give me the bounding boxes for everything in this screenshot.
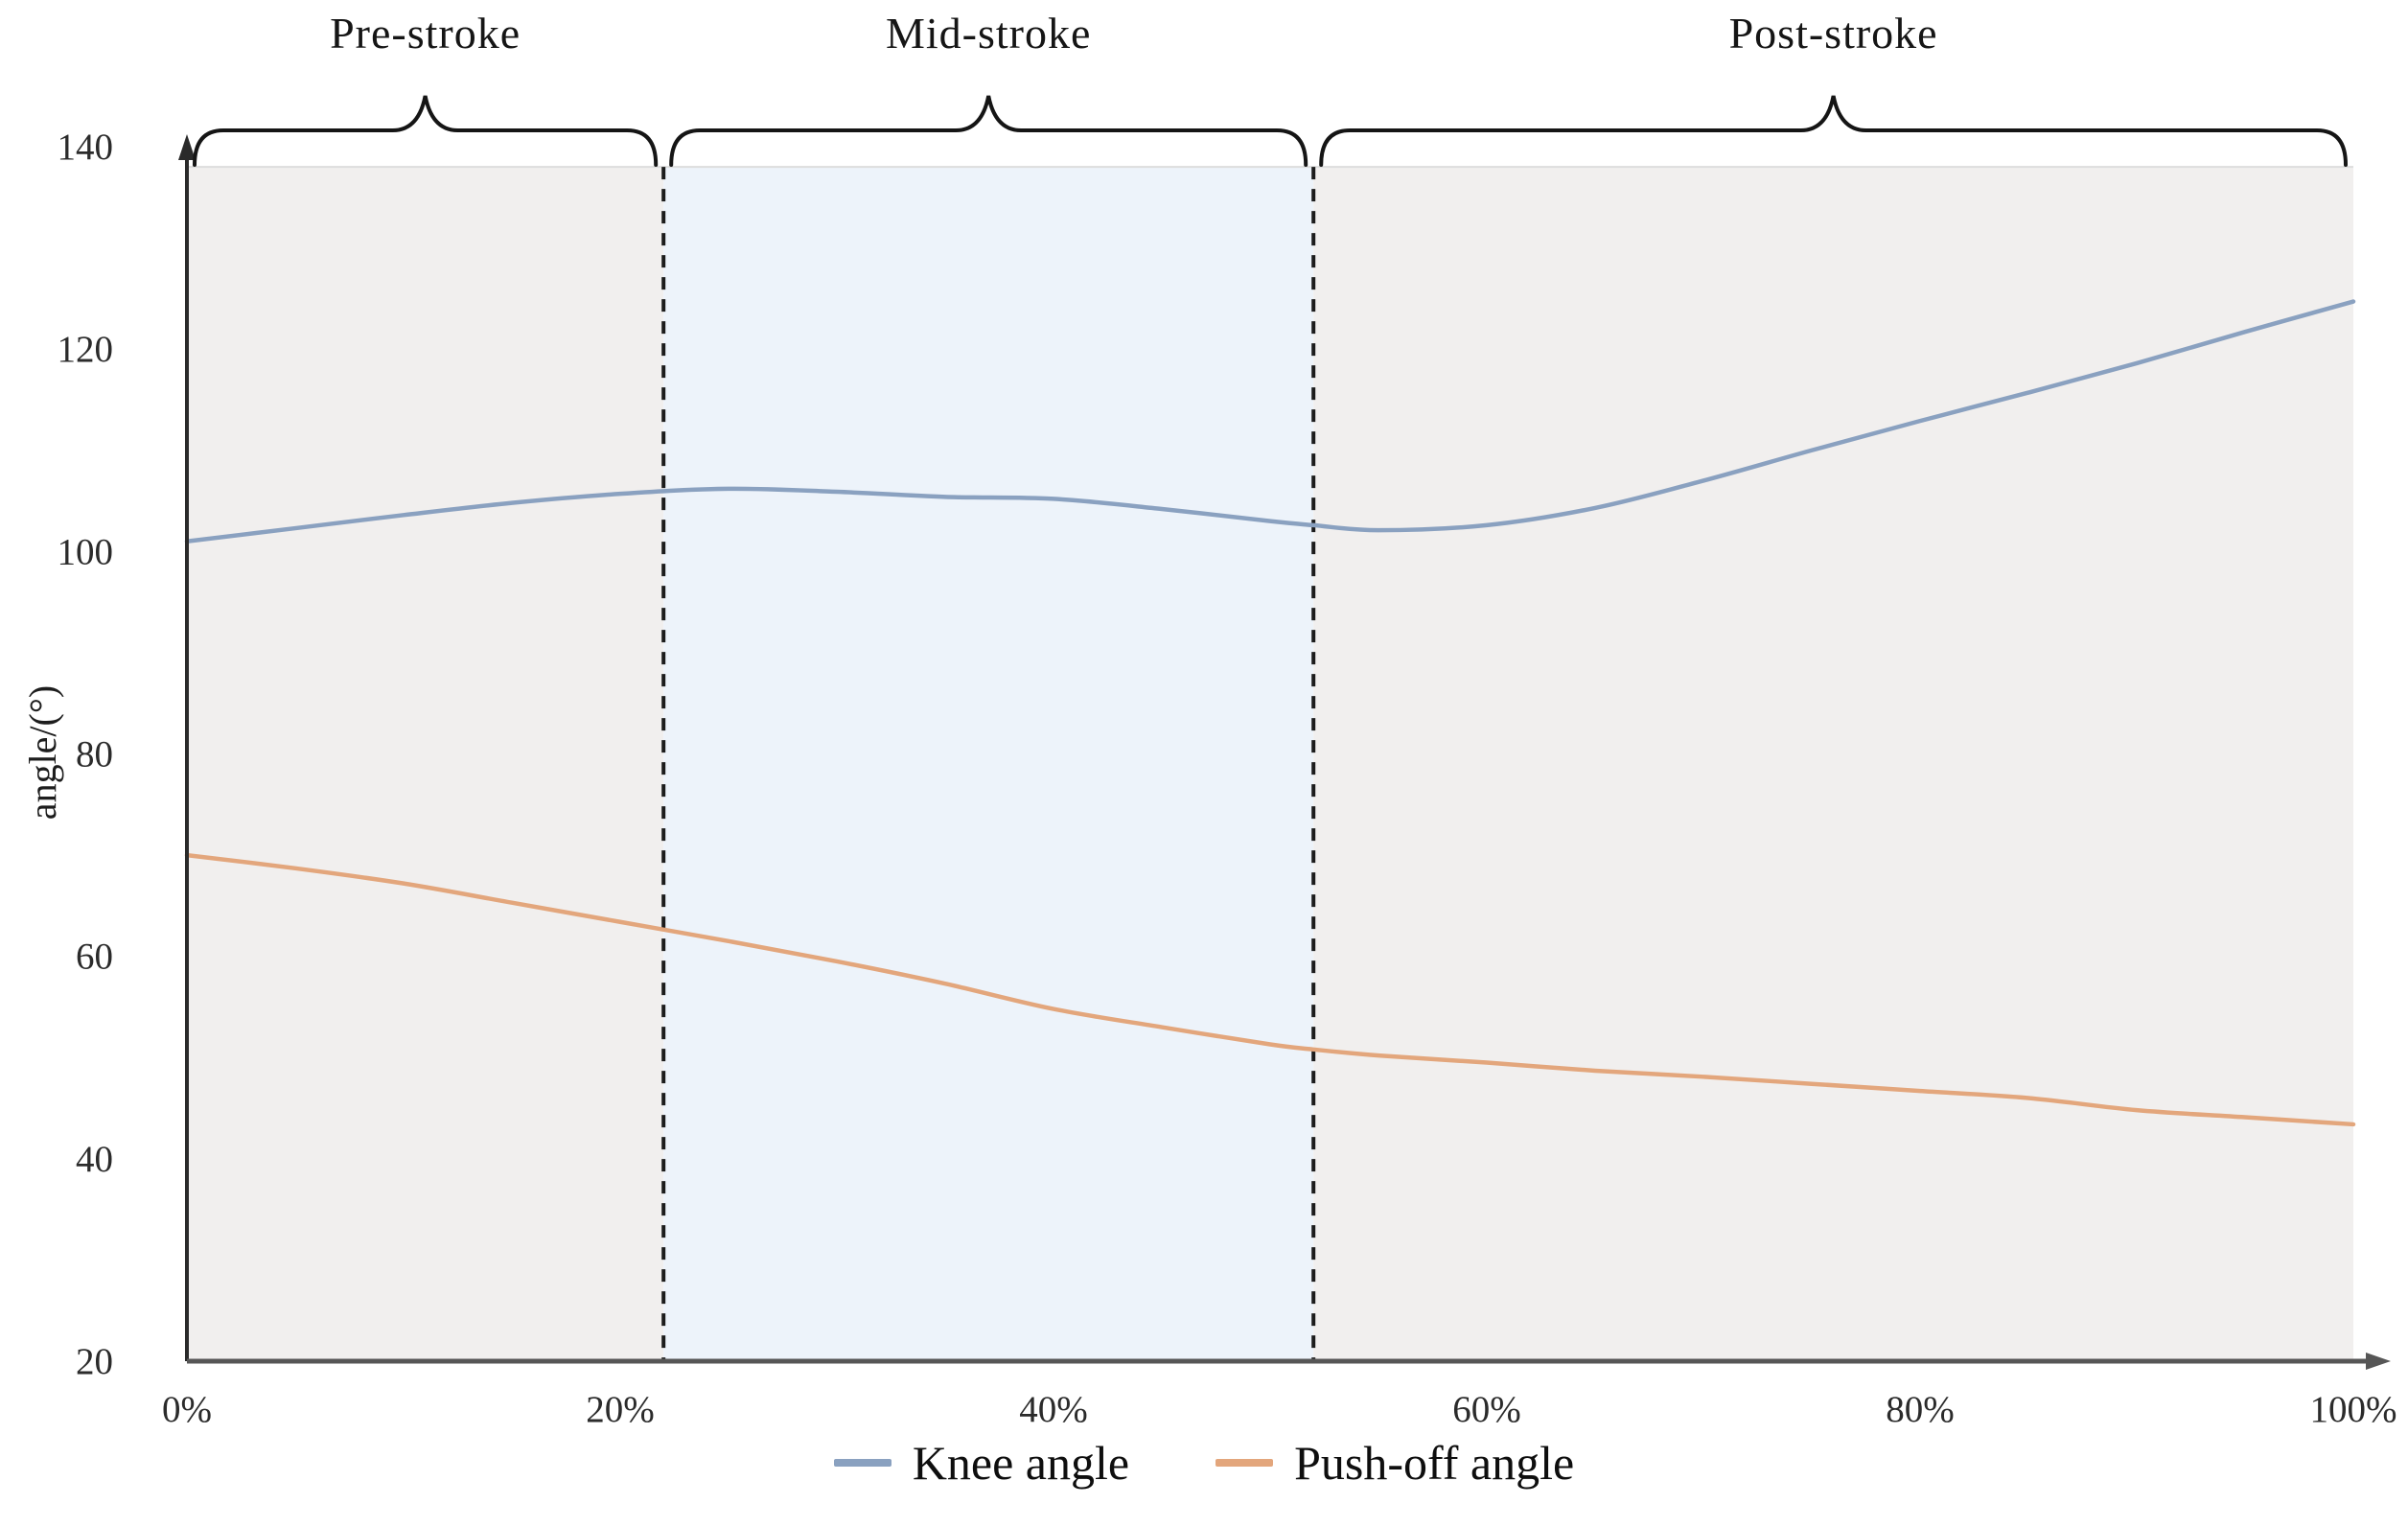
x-tick-label: 40% (1019, 1389, 1088, 1430)
y-axis-title: angle/(°) (21, 684, 64, 821)
y-axis-arrow (178, 134, 196, 160)
phase-label-pre-stroke: Pre-stroke (330, 9, 521, 58)
phase-dividers-group (661, 167, 1316, 1361)
phase-label-mid-stroke: Mid-stroke (885, 9, 1092, 58)
phase-band (1313, 167, 2353, 1361)
series-lines-group (184, 299, 2356, 1127)
x-tick-label: 80% (1886, 1389, 1955, 1430)
y-tick-label: 40 (76, 1139, 113, 1180)
phase-band (663, 167, 1314, 1361)
push-off-angle-line-swatch (1216, 1459, 1274, 1467)
x-tick-label: 60% (1452, 1389, 1521, 1430)
y-tick-label: 100 (58, 531, 114, 572)
legend: Knee angle Push-off angle (0, 1435, 2408, 1491)
phase-brace (1319, 95, 2348, 167)
legend-item-knee-angle: Knee angle (833, 1435, 1130, 1491)
x-tick-label: 100% (2310, 1389, 2397, 1430)
y-tick-label: 140 (58, 127, 114, 168)
legend-label-knee-angle: Knee angle (912, 1436, 1130, 1490)
phase-braces-group (193, 95, 2348, 167)
phase-bands-group (187, 166, 2353, 1361)
phase-label-post-stroke: Post-stroke (1728, 9, 1938, 58)
legend-item-push-off-angle: Push-off angle (1216, 1435, 1574, 1491)
axes-group: 140 120 100 80 60 40 20 0% 20% 40% 60% 80% 100% (58, 127, 2397, 1430)
phase-band (187, 167, 664, 1361)
phase-brace (669, 95, 1308, 167)
legend-label-push-off-angle: Push-off angle (1294, 1436, 1575, 1490)
series-line-knee-angle (184, 299, 2356, 544)
knee-angle-line-swatch (833, 1459, 891, 1467)
y-tick-label: 80 (76, 734, 113, 775)
phase-brace (193, 95, 659, 167)
y-tick-label: 20 (76, 1341, 113, 1382)
x-axis-arrow (2366, 1353, 2391, 1370)
x-tick-label: 0% (162, 1389, 212, 1430)
y-tick-label: 120 (58, 329, 114, 370)
x-tick-label: 20% (586, 1389, 655, 1430)
series-line-push-off-angle (184, 852, 2356, 1127)
y-tick-label: 60 (76, 937, 113, 978)
